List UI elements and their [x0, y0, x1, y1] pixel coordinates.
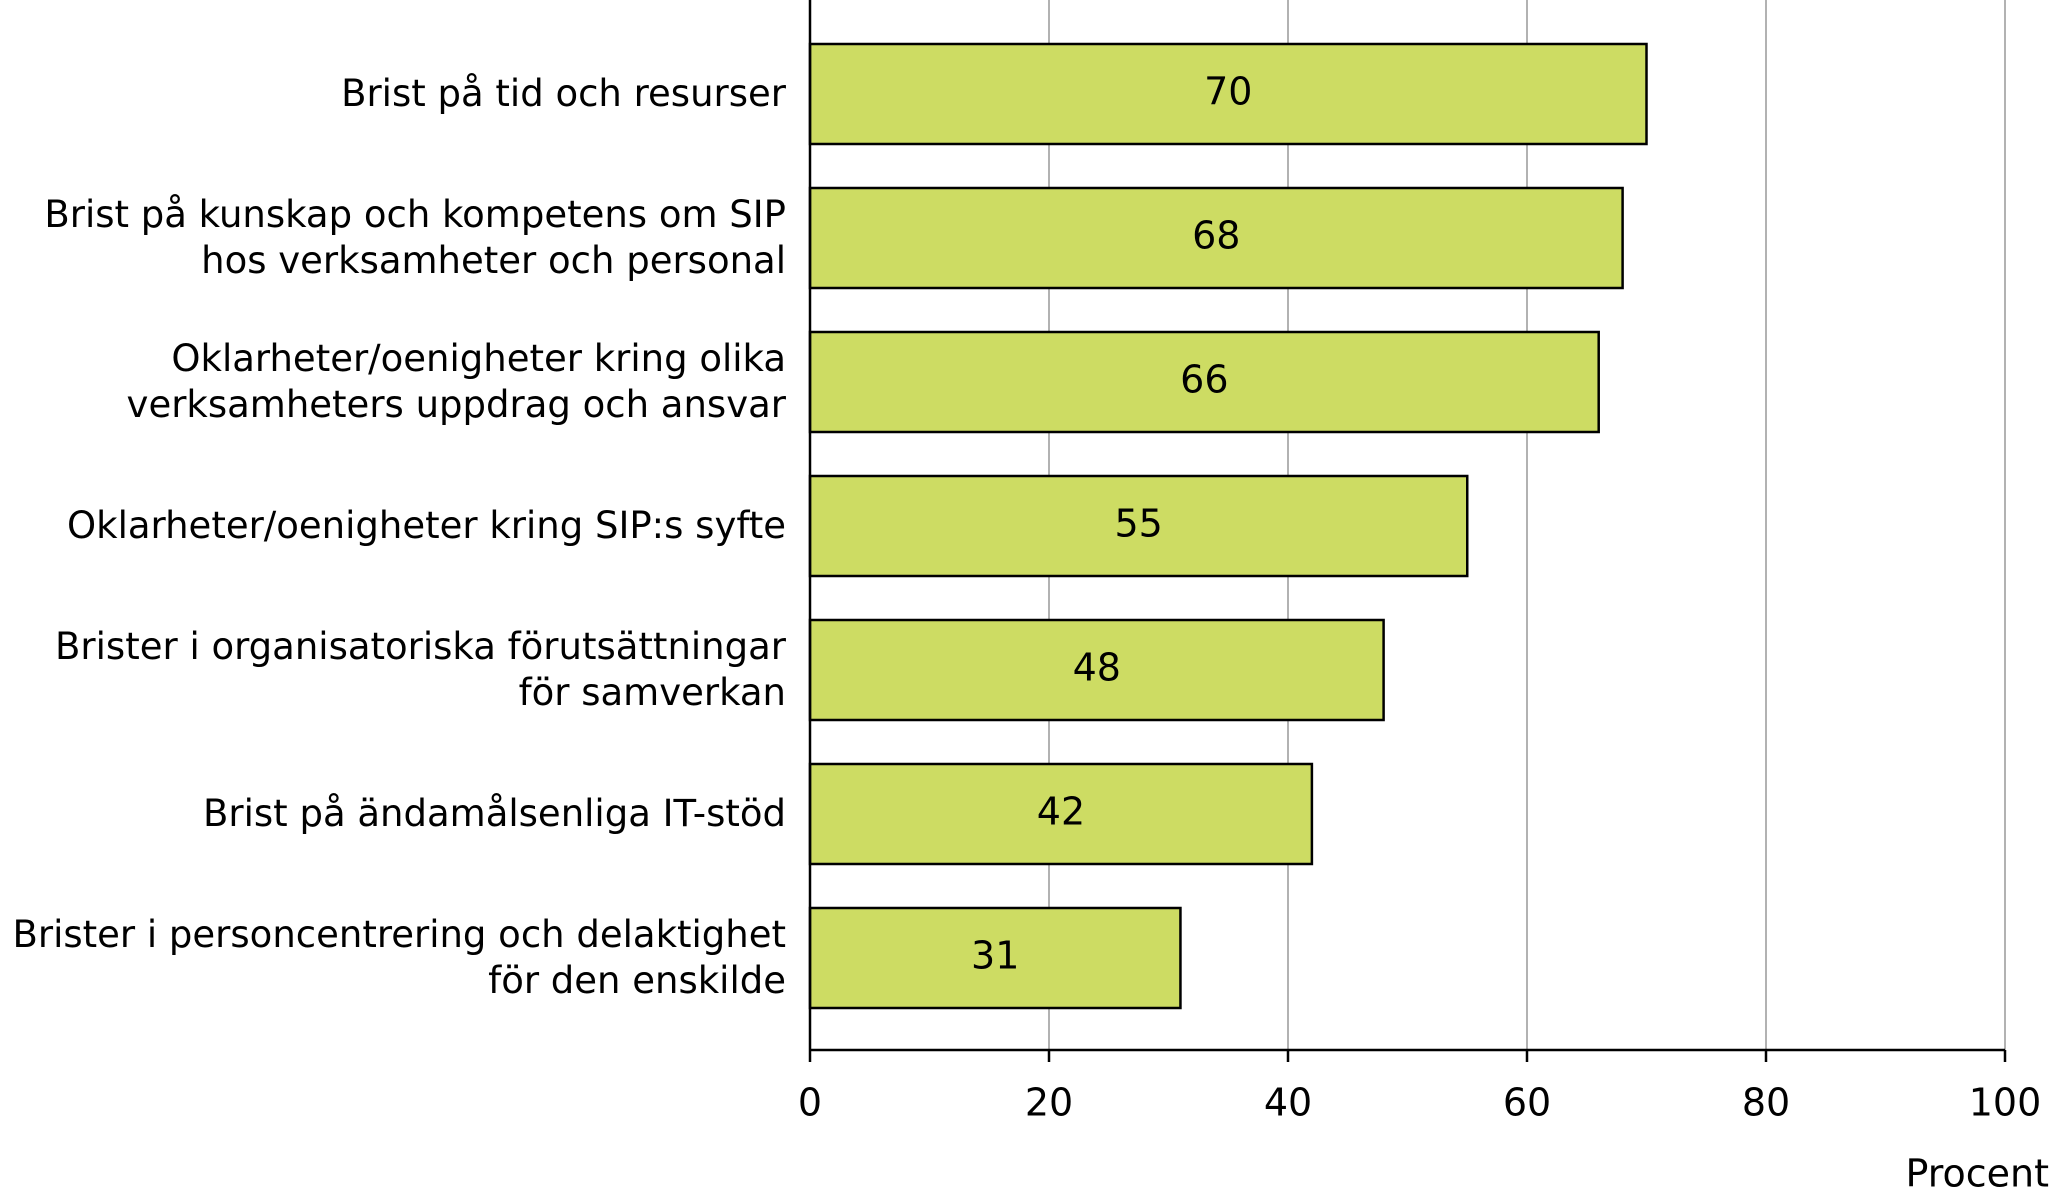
- value-label: 68: [1192, 214, 1240, 258]
- y-tick-label: Oklarheter/oenigheter kring SIP:s syfte: [67, 504, 786, 547]
- x-axis-label: Procent: [1905, 1152, 2049, 1193]
- bar: [808, 618, 1385, 722]
- value-label: 42: [1037, 790, 1085, 834]
- y-tick-label: Brist på tid och resurser: [341, 72, 786, 115]
- x-tick-label: 40: [1264, 1081, 1312, 1125]
- value-label: 55: [1114, 502, 1162, 546]
- bar: [808, 186, 1624, 290]
- bar: [808, 42, 1648, 146]
- x-tick-label: 0: [798, 1081, 822, 1125]
- bar: [808, 762, 1314, 866]
- x-tick-label: 100: [1969, 1081, 2042, 1125]
- x-tick-label: 60: [1503, 1081, 1551, 1125]
- y-tick-label: Brister i personcentrering och delaktigh…: [12, 913, 787, 1002]
- bar: [808, 474, 1469, 578]
- y-tick-label: Oklarheter/oenigheter kring olika verksa…: [126, 337, 786, 426]
- y-tick-label: Brist på kunskap och kompetens om SIP ho…: [44, 193, 786, 282]
- value-label: 70: [1204, 70, 1252, 114]
- value-label: 31: [971, 934, 1019, 978]
- value-label: 66: [1180, 358, 1228, 402]
- value-label: 48: [1073, 646, 1121, 690]
- y-tick-label: Brister i organisatoriska förutsättninga…: [55, 625, 786, 714]
- y-tick-label: Brist på ändamålsenliga IT-stöd: [203, 792, 786, 835]
- bar: [808, 906, 1182, 1010]
- x-tick-label: 80: [1742, 1081, 1790, 1125]
- x-tick-label: 20: [1025, 1081, 1073, 1125]
